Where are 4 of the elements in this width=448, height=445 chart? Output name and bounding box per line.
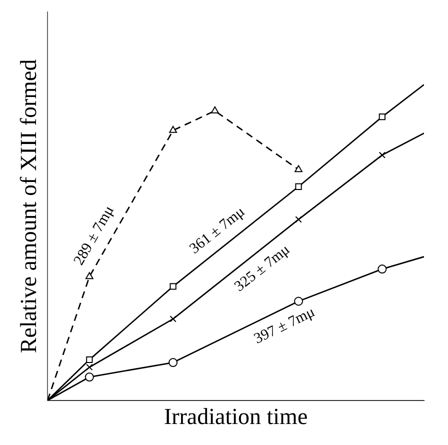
annotation: 289 ± 7mμ bbox=[71, 203, 118, 268]
y-axis-title: Relative amount of XIII formed bbox=[16, 58, 41, 354]
x-axis-title: Irradiation time bbox=[164, 404, 308, 430]
annotation: 397 ± 7mμ bbox=[252, 304, 318, 348]
